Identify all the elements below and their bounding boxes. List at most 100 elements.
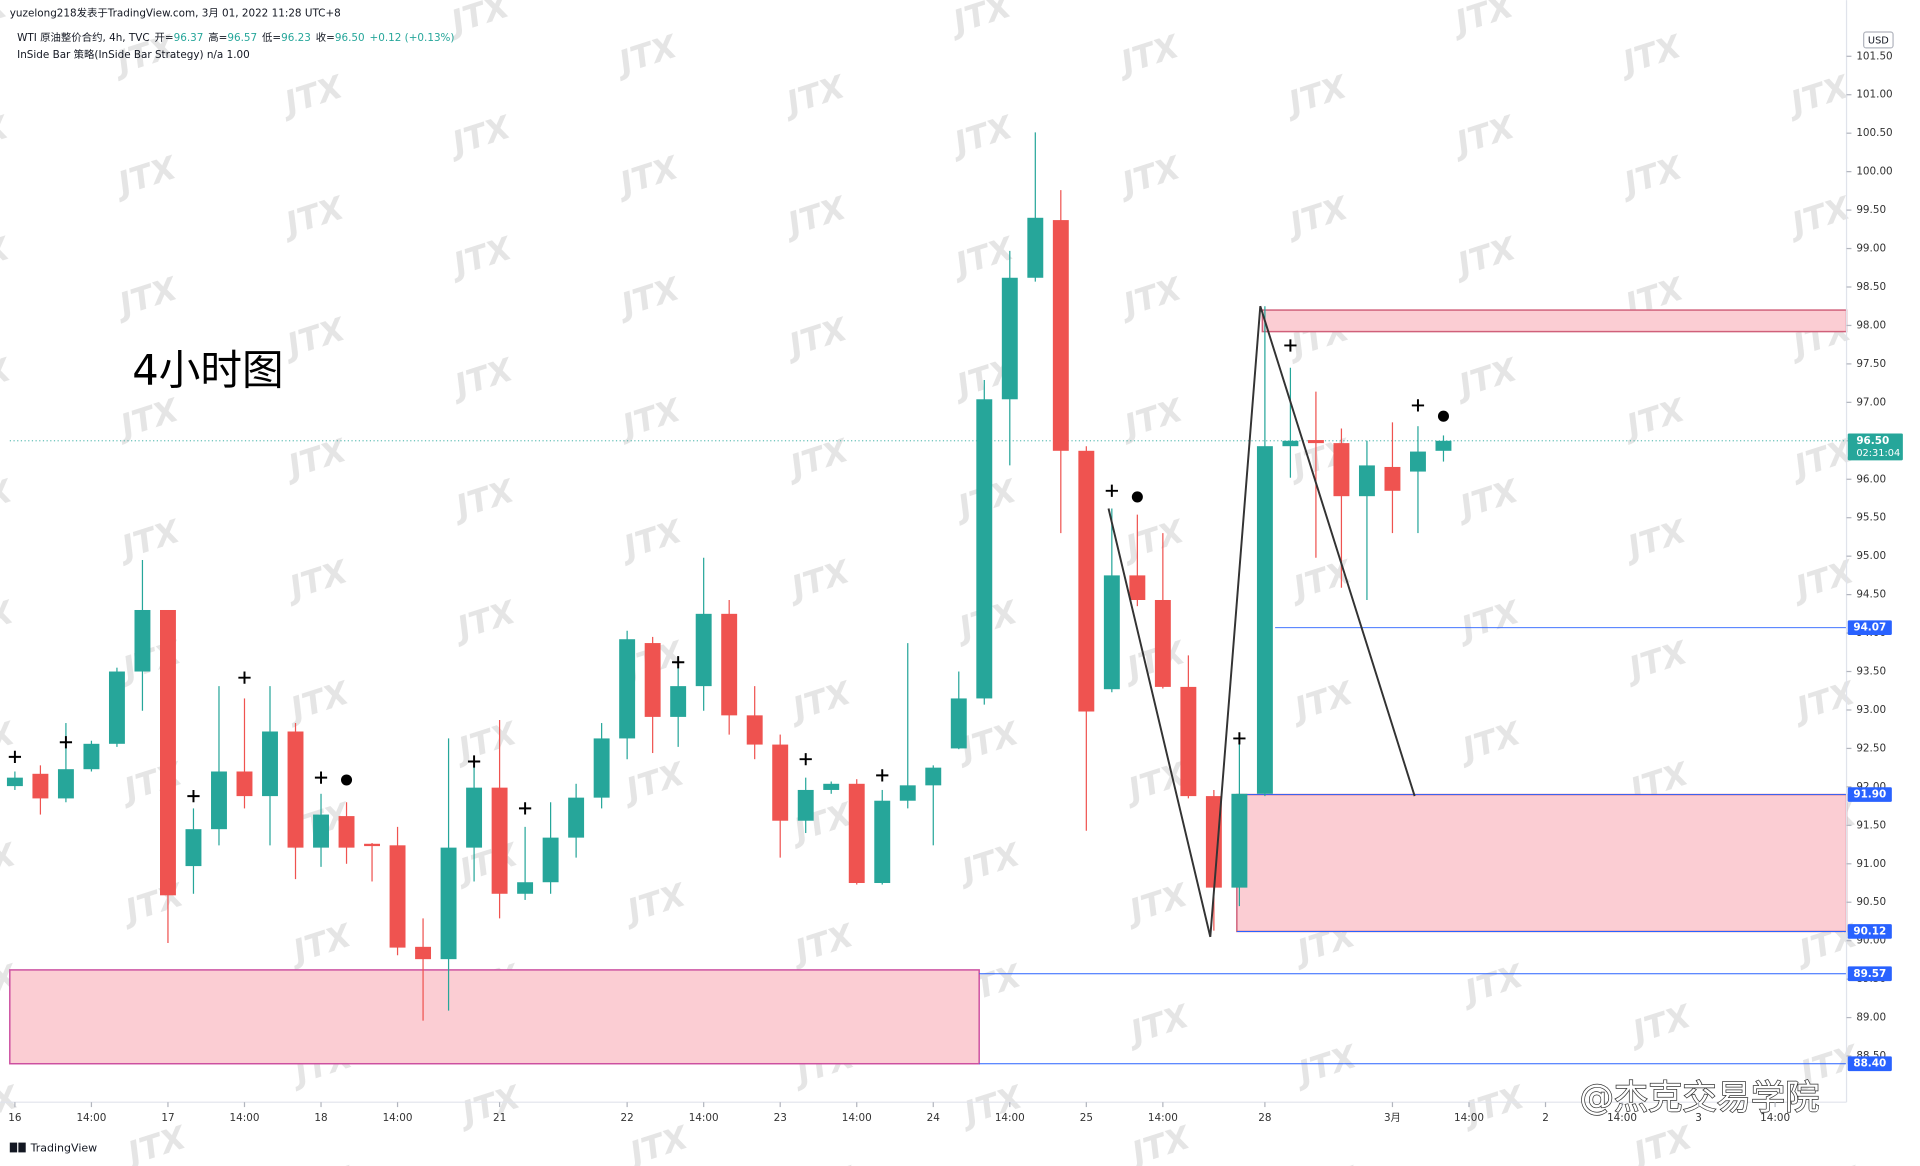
y-tick-label: 100.00 <box>1856 166 1892 178</box>
price-tag-label: 89.57 <box>1853 968 1886 980</box>
candle-body <box>644 643 661 717</box>
y-tick-label: 94.50 <box>1856 589 1886 601</box>
candle-body <box>670 686 687 717</box>
candle-body <box>593 738 610 798</box>
y-tick-label: 92.50 <box>1856 742 1886 754</box>
y-tick-label: 93.50 <box>1856 666 1886 678</box>
price-tag-label: 94.07 <box>1853 622 1886 634</box>
open-value: 96.37 <box>174 32 204 44</box>
candle-body <box>1027 217 1044 278</box>
y-tick-label: 97.50 <box>1856 358 1886 370</box>
candle-body <box>925 767 942 786</box>
candle-body <box>823 783 840 790</box>
dot-marker <box>341 774 353 786</box>
candle-body <box>313 814 329 848</box>
x-tick-label: 3 <box>1695 1112 1702 1124</box>
x-tick-label: 3月 <box>1384 1112 1401 1124</box>
plus-marker <box>876 769 889 782</box>
low-label: 低= <box>262 31 281 44</box>
candle-body <box>57 769 74 799</box>
candle-body <box>1333 443 1350 497</box>
high-label: 高= <box>208 31 227 44</box>
close-value: 96.50 <box>335 32 365 44</box>
candle-body <box>1052 220 1069 451</box>
candle-body <box>1103 575 1120 690</box>
y-tick-label: 95.00 <box>1856 550 1886 562</box>
plus-marker <box>59 736 73 749</box>
y-tick-label: 98.50 <box>1856 281 1886 293</box>
x-tick-label: 14:00 <box>1454 1112 1484 1124</box>
signature: @杰克交易学院 <box>1580 1078 1820 1118</box>
candle-body <box>6 777 23 787</box>
price-tag <box>1847 620 1892 636</box>
candle-body <box>542 837 559 883</box>
candle-body <box>772 744 789 821</box>
candle-body <box>1001 277 1018 400</box>
price-tag-label: 90.12 <box>1853 925 1886 937</box>
candle-body <box>1435 440 1452 451</box>
price-tag <box>1847 966 1892 982</box>
candle-body <box>1205 796 1222 888</box>
candle-body <box>517 882 534 894</box>
price-tag-label: 88.40 <box>1853 1058 1886 1070</box>
price-tag <box>1847 924 1892 939</box>
y-tick-label: 90.50 <box>1856 896 1886 908</box>
candle-body <box>32 773 49 799</box>
plus-marker <box>1284 339 1297 352</box>
currency: USD <box>1868 36 1889 47</box>
candle-body <box>976 399 993 699</box>
plus-marker <box>1411 399 1425 412</box>
y-tick-label: 99.50 <box>1856 204 1886 216</box>
price-tag <box>1847 787 1892 802</box>
price-tag-label: 91.90 <box>1853 789 1886 801</box>
candle-body <box>236 771 253 797</box>
candle-body <box>1180 686 1197 797</box>
y-tick-label: 91.50 <box>1856 819 1886 831</box>
candle-body <box>1078 450 1095 712</box>
x-tick-label: 23 <box>774 1112 787 1124</box>
candle-body <box>1154 599 1171 687</box>
plus-marker <box>1233 732 1246 745</box>
y-tick-label: 96.00 <box>1856 473 1886 485</box>
x-tick-label: 28 <box>1258 1112 1271 1124</box>
plus-marker <box>467 755 481 768</box>
plus-marker <box>187 789 200 803</box>
candle-body <box>721 613 738 716</box>
y-tick-label: 97.00 <box>1856 396 1886 408</box>
currency-box <box>1863 31 1894 49</box>
x-tick-label: 14:00 <box>842 1112 872 1124</box>
candle-body <box>134 609 151 672</box>
y-tick-label: 98.00 <box>1856 319 1886 331</box>
chart-title: 4小时图 <box>132 346 283 395</box>
x-tick-label: 2 <box>1542 1112 1549 1124</box>
logo-mark <box>9 1142 18 1153</box>
candle-body <box>440 847 457 960</box>
y-tick-label: 101.00 <box>1856 89 1892 101</box>
plus-marker <box>8 750 22 764</box>
x-tick-label: 14:00 <box>1760 1112 1790 1124</box>
candle-body <box>1384 466 1401 491</box>
strategy-legend: InSide Bar 策略(InSide Bar Strategy) n/a 1… <box>17 48 250 61</box>
candle-body <box>1256 446 1273 794</box>
y-tick-label: 99.00 <box>1856 243 1886 255</box>
candle-body <box>108 671 125 744</box>
candle-body <box>466 787 483 848</box>
change: +0.12 (+0.13%) <box>370 32 455 44</box>
dot-marker <box>1437 410 1449 422</box>
x-tick-label: 14:00 <box>1607 1112 1637 1124</box>
y-tick-label: 93.00 <box>1856 704 1886 716</box>
x-tick-label: 24 <box>927 1112 941 1124</box>
candle-body <box>1410 451 1426 472</box>
candle-body <box>874 800 891 884</box>
candle-body <box>491 787 508 894</box>
candle-body <box>338 816 355 848</box>
dot-marker <box>1131 491 1143 503</box>
countdown: 02:31:04 <box>1856 448 1900 459</box>
plus-marker <box>799 753 812 766</box>
candle-body <box>848 783 865 884</box>
symbol: WTI 原油整价合约, 4h, TVC <box>17 31 149 44</box>
zone <box>1236 793 1848 933</box>
x-tick-label: 25 <box>1080 1112 1093 1124</box>
candle-body <box>287 731 304 848</box>
